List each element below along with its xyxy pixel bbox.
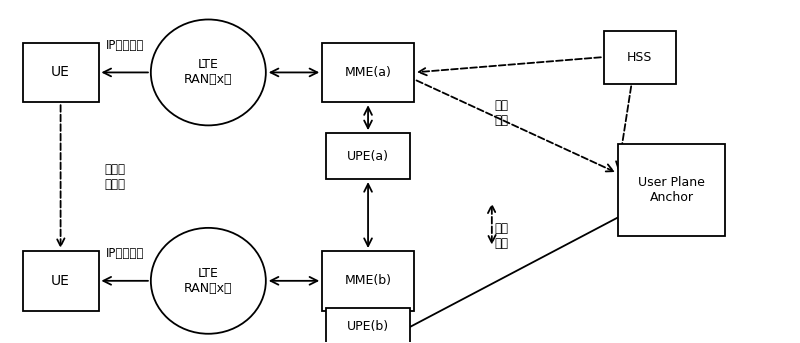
Bar bbox=[618, 144, 726, 236]
Text: 内部接
入移动: 内部接 入移动 bbox=[105, 163, 126, 191]
Text: 路由
更新: 路由 更新 bbox=[494, 222, 508, 250]
Text: UE: UE bbox=[51, 274, 70, 288]
Text: UE: UE bbox=[51, 66, 70, 80]
Bar bbox=[326, 133, 410, 179]
Text: UPE(a): UPE(a) bbox=[347, 150, 389, 163]
Bar bbox=[322, 251, 414, 311]
Bar bbox=[322, 43, 414, 102]
Bar bbox=[326, 308, 410, 343]
Text: LTE
RAN（x）: LTE RAN（x） bbox=[184, 58, 233, 86]
Text: IP承载业务: IP承载业务 bbox=[106, 247, 144, 260]
Ellipse shape bbox=[151, 228, 266, 334]
Bar bbox=[22, 43, 98, 102]
Text: UPE(b): UPE(b) bbox=[347, 320, 389, 333]
Text: LTE
RAN（x）: LTE RAN（x） bbox=[184, 267, 233, 295]
Text: User Plane
Anchor: User Plane Anchor bbox=[638, 176, 705, 204]
Bar bbox=[604, 31, 675, 84]
Ellipse shape bbox=[151, 20, 266, 126]
Bar bbox=[22, 251, 98, 311]
Text: MME(a): MME(a) bbox=[345, 66, 391, 79]
Text: MME(b): MME(b) bbox=[345, 274, 391, 287]
Text: IP承载业务: IP承载业务 bbox=[106, 39, 144, 52]
Text: HSS: HSS bbox=[627, 50, 652, 63]
Text: 注册
更新: 注册 更新 bbox=[494, 99, 508, 128]
